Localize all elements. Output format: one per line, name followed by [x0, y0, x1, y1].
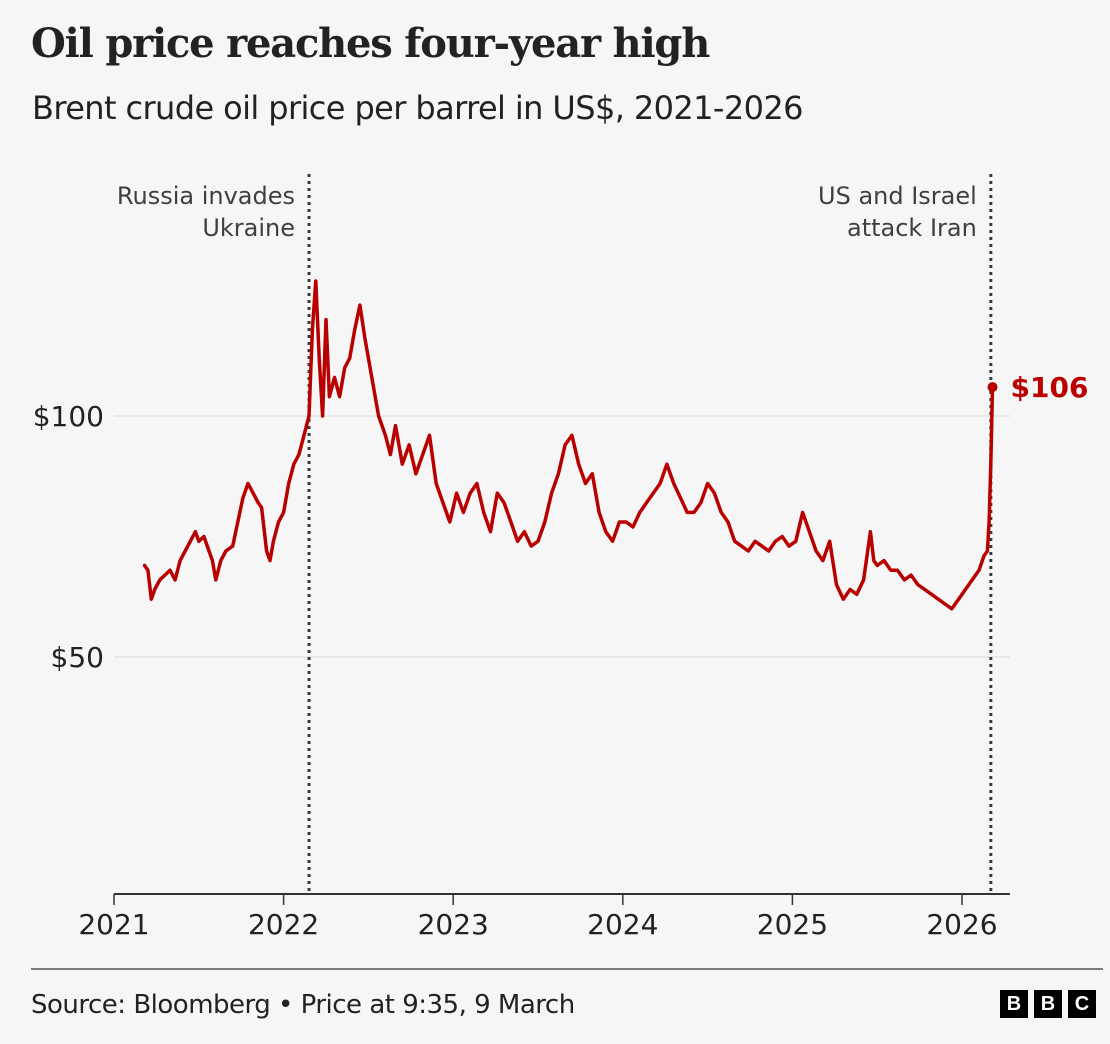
series-line-brent-crude [142, 279, 995, 611]
source-note: Source: Bloomberg • Price at 9:35, 9 Mar… [31, 990, 575, 1020]
x-tick-label: 2022 [248, 908, 319, 941]
end-value-label: $106 [1011, 371, 1089, 404]
end-point-marker [987, 382, 998, 393]
x-tick-label: 2024 [587, 908, 658, 941]
bbc-logo-letter: B [1000, 990, 1028, 1018]
chart-title: Oil price reaches four-year high [31, 20, 710, 67]
y-tick-label: $50 [51, 641, 104, 674]
bbc-logo: B B C [1000, 990, 1096, 1018]
x-tick-label: 2023 [418, 908, 489, 941]
series-group [142, 279, 995, 611]
annotation-label: attack Iran [847, 214, 977, 242]
x-axis: 2021 2022 2023 2024 2025 2026 [78, 893, 1010, 941]
bbc-logo-letter: B [1034, 990, 1062, 1018]
footer-divider [31, 968, 1103, 970]
x-tick-label: 2026 [926, 908, 997, 941]
annotation-label: Russia invades [117, 182, 295, 210]
annotation-label: Ukraine [202, 214, 295, 242]
y-axis-labels: $50 $100 [33, 400, 104, 674]
x-tick-label: 2025 [757, 908, 828, 941]
line-chart: $50 $100 Russia invades Ukraine US and Isra… [33, 174, 1089, 941]
x-tick-label: 2021 [78, 908, 149, 941]
chart-subtitle: Brent crude oil price per barrel in US$,… [32, 89, 804, 127]
gridlines [114, 415, 1010, 658]
end-marker-group: $106 [987, 371, 1089, 404]
bbc-logo-letter: C [1068, 990, 1096, 1018]
y-tick-label: $100 [33, 400, 104, 433]
annotations: Russia invades Ukraine US and Israel attack… [117, 174, 993, 894]
annotation-label: US and Israel [818, 182, 977, 210]
